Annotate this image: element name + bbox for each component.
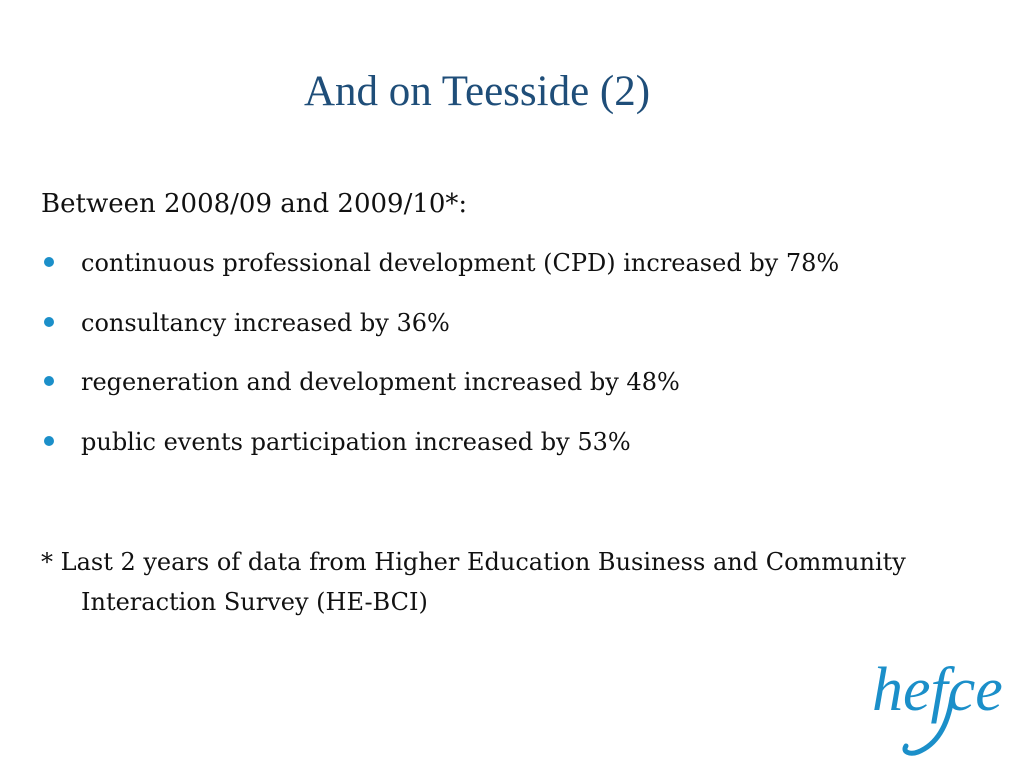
list-item: public events participation increased by… <box>41 425 839 485</box>
bullet-text: consultancy increased by 36% <box>81 308 450 337</box>
bullet-text: public events participation increased by… <box>81 427 631 456</box>
bullet-list: continuous professional development (CPD… <box>41 246 839 484</box>
hefce-logo: hefce <box>872 656 1003 756</box>
list-item: regeneration and development increased b… <box>41 365 839 425</box>
bullet-text: regeneration and development increased b… <box>81 368 680 396</box>
footnote: * Last 2 years of data from Higher Educa… <box>41 548 906 616</box>
bullet-text: continuous professional development (CPD… <box>81 249 840 277</box>
bullet-dot-icon <box>44 257 54 267</box>
bullet-dot-icon <box>44 435 54 446</box>
list-item: continuous professional development (CPD… <box>41 246 839 306</box>
list-item: consultancy increased by 36% <box>41 306 839 366</box>
logo-swash-icon <box>902 695 955 756</box>
slide-title: And on Teesside (2) <box>303 68 651 115</box>
bullet-dot-icon <box>44 376 54 386</box>
logo-text: hefce <box>872 656 1003 724</box>
bullet-dot-icon <box>44 316 54 327</box>
intro-text: Between 2008/09 and 2009/10*: <box>41 189 468 219</box>
